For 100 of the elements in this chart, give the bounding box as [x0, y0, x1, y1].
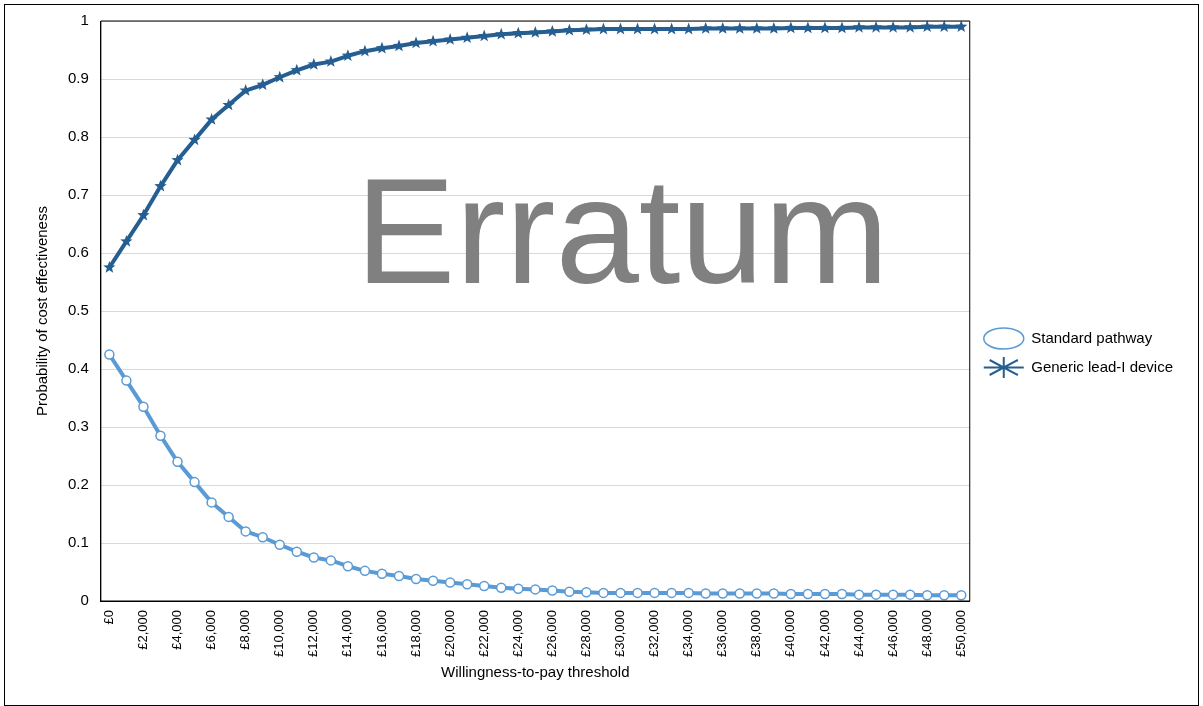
point: [274, 539, 285, 550]
x-tick-label: £26,000: [543, 610, 559, 658]
point: [529, 26, 542, 38]
point: [291, 546, 303, 557]
point: [904, 589, 916, 600]
x-tick-label: £48,000: [918, 610, 934, 658]
y-tick-label: 0.2: [67, 475, 89, 493]
legend-label: Generic lead-I device: [1031, 357, 1174, 375]
point: [155, 430, 166, 441]
point: [852, 20, 866, 33]
point: [103, 261, 116, 273]
point: [171, 153, 184, 166]
x-tick-label: £16,000: [373, 610, 389, 658]
point: [750, 22, 763, 34]
point: [222, 98, 235, 111]
point: [444, 577, 456, 588]
point: [819, 588, 831, 600]
point: [835, 21, 849, 34]
x-tick-label: £42,000: [816, 610, 832, 658]
point: [188, 133, 201, 146]
point: [580, 23, 593, 35]
point: [784, 21, 798, 34]
point: [189, 476, 200, 488]
x-tick-label: £8,000: [237, 610, 253, 650]
point: [138, 401, 149, 412]
point: [172, 456, 183, 468]
y-axis-title: Probability of cost effectiveness: [33, 206, 51, 416]
x-tick-label: £50,000: [952, 610, 968, 658]
x-tick-label: £30,000: [612, 610, 628, 658]
point: [955, 20, 968, 33]
point: [751, 588, 763, 599]
point: [716, 22, 729, 34]
point: [785, 588, 797, 600]
point: [870, 589, 882, 600]
y-tick-label: 0.4: [67, 359, 89, 377]
point: [632, 587, 643, 599]
point: [240, 526, 251, 537]
point: [938, 589, 950, 601]
x-tick-label: £10,000: [271, 610, 287, 658]
point: [530, 584, 541, 595]
x-tick-label: £28,000: [578, 610, 593, 658]
point: [513, 583, 524, 595]
x-tick-label: £24,000: [509, 610, 525, 658]
point: [547, 585, 558, 596]
point: [257, 531, 268, 543]
point: [325, 555, 337, 566]
point: [955, 589, 967, 601]
point: [563, 23, 576, 36]
point: [104, 349, 115, 360]
x-tick-label: £4,000: [169, 610, 185, 650]
x-tick-label: £12,000: [305, 610, 321, 658]
point: [938, 20, 951, 33]
point: [154, 179, 167, 192]
x-tick-label: £0: [100, 610, 116, 625]
point: [206, 497, 217, 508]
point: [768, 588, 780, 599]
x-tick-label: £36,000: [714, 610, 730, 658]
point: [818, 21, 832, 34]
legend-label: Standard pathway: [1031, 328, 1153, 346]
point: [546, 24, 559, 37]
point: [427, 575, 439, 586]
x-tick-label: £44,000: [850, 610, 866, 658]
point: [903, 20, 917, 33]
x-tick-label: £32,000: [646, 610, 662, 658]
point: [853, 589, 865, 600]
y-tick-label: 0.9: [67, 69, 89, 87]
point: [801, 21, 815, 34]
point: [409, 36, 423, 49]
point: [495, 582, 507, 593]
point: [137, 208, 150, 221]
point: [223, 511, 234, 523]
point: [887, 589, 899, 600]
x-tick-label: £40,000: [782, 610, 798, 658]
point: [717, 588, 728, 599]
point: [120, 234, 133, 247]
point: [666, 587, 677, 599]
y-tick-label: 0.8: [67, 127, 89, 145]
point: [342, 560, 354, 572]
y-tick-label: 0.1: [67, 533, 89, 551]
y-tick-label: 1: [80, 11, 89, 29]
point: [802, 588, 814, 600]
point: [649, 587, 660, 599]
point: [869, 20, 883, 33]
point: [478, 580, 490, 592]
point: [683, 587, 694, 599]
y-tick-label: 0.3: [67, 417, 89, 435]
point: [921, 589, 933, 601]
y-tick-label: 0.7: [67, 185, 89, 203]
point: [700, 588, 711, 599]
x-tick-label: £34,000: [680, 610, 696, 658]
x-tick-label: £20,000: [441, 610, 457, 658]
y-tick-label: 0.6: [67, 243, 89, 261]
point: [920, 20, 934, 33]
point: [836, 588, 848, 600]
point: [581, 587, 592, 598]
point: [308, 552, 320, 563]
annotation: Erratum: [355, 146, 889, 315]
point: [734, 588, 746, 599]
point: [121, 375, 132, 386]
x-tick-label: £18,000: [407, 610, 423, 658]
